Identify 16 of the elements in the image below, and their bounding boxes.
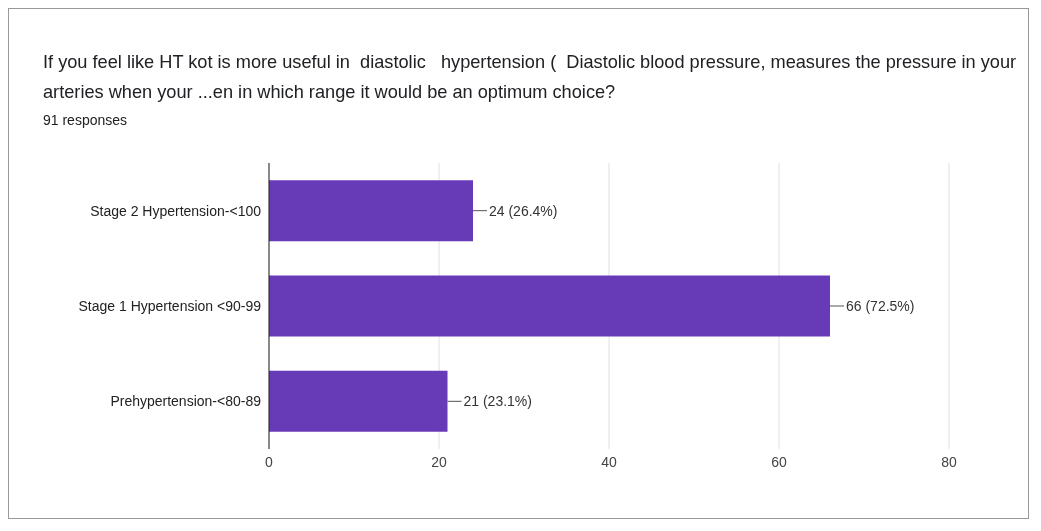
x-tick-label: 20 (431, 453, 447, 470)
bar (269, 275, 830, 337)
data-label: 66 (72.5%) (846, 297, 915, 314)
x-tick-label: 80 (941, 453, 957, 470)
x-tick-label: 0 (265, 453, 274, 470)
x-tick-label: 60 (771, 453, 787, 470)
data-label: 21 (23.1%) (463, 393, 532, 410)
y-tick-label: Stage 2 Hypertension-<100 (90, 202, 262, 219)
chart-title: If you feel like HT kot is more useful in diastolic hypertension ( Diastolic blood pressure, measures the pressure in your arteries when your ...en in which range it would be an optimum choice? (43, 51, 1018, 104)
data-label: 24 (26.4%) (489, 202, 558, 219)
text: 91 responses (43, 112, 128, 128)
y-tick-label: Prehypertension-<80-89 (110, 393, 262, 410)
y-tick-label: Stage 1 Hypertension <90-99 (78, 297, 262, 314)
x-tick-label: 40 (601, 453, 617, 470)
bar (269, 180, 473, 242)
bar (269, 370, 448, 432)
